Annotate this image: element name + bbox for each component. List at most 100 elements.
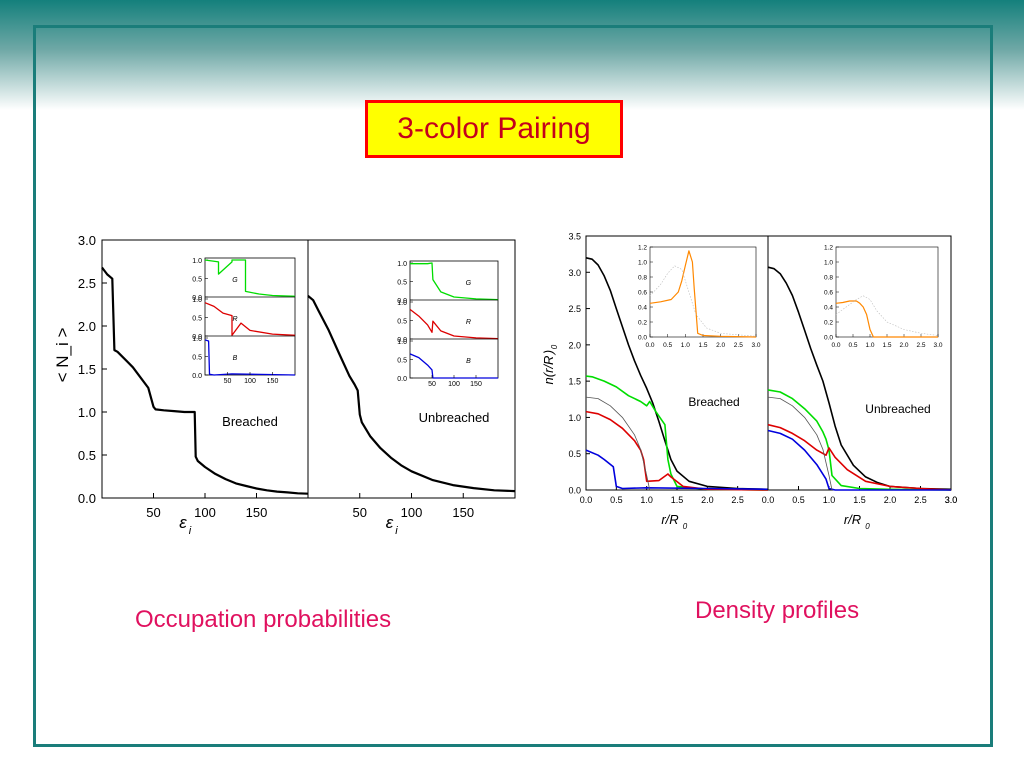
inset-label-R: R bbox=[466, 319, 471, 326]
inset-x-tick-label: 150 bbox=[267, 378, 279, 385]
inset-label-R: R bbox=[232, 316, 237, 323]
x-tick-label: 50 bbox=[353, 505, 367, 520]
inset-density-line bbox=[835, 300, 938, 338]
y-axis-label: < N_i > bbox=[53, 328, 72, 383]
inset-y-tick-label: 1.0 bbox=[638, 260, 647, 267]
y-tick-label: 1.5 bbox=[568, 377, 581, 387]
inset-density-line bbox=[835, 295, 939, 336]
caption-density: Density profiles bbox=[695, 597, 860, 624]
occupation-line bbox=[101, 266, 309, 495]
panel-label-breached: Breached bbox=[688, 395, 739, 409]
inset-x-tick-label: 50 bbox=[428, 381, 436, 388]
x-tick-label: 3.0 bbox=[945, 495, 958, 505]
inset-x-tick-label: 150 bbox=[470, 381, 482, 388]
inset-density-line bbox=[649, 265, 757, 337]
inset-x-tick-label: 0.5 bbox=[848, 342, 857, 349]
y-axis-label: n(r/R bbox=[541, 356, 556, 385]
inset-y-tick-label: 0.8 bbox=[638, 275, 647, 282]
density-line bbox=[767, 389, 952, 491]
inset-y-tick-label: 1.0 bbox=[397, 300, 407, 307]
y-tick-label: 1.0 bbox=[568, 413, 581, 423]
y-axis-label-close: ) bbox=[541, 350, 556, 356]
inset-x-tick-label: 2.5 bbox=[734, 342, 743, 349]
density-line bbox=[585, 410, 769, 491]
slide-title: 3-color Pairing bbox=[365, 100, 623, 158]
x-tick-label: 150 bbox=[246, 505, 268, 520]
x-tick-label: 0.5 bbox=[792, 495, 805, 505]
occupation-line bbox=[307, 295, 516, 493]
y-tick-label: 1.0 bbox=[78, 405, 96, 420]
density-line bbox=[767, 429, 951, 491]
inset-x-tick-label: 0.0 bbox=[831, 342, 840, 349]
inset-label-B: B bbox=[233, 355, 238, 362]
x-axis-label-sub: 0 bbox=[865, 522, 870, 531]
x-tick-label: 1.0 bbox=[823, 495, 836, 505]
x-axis-label-sub: i bbox=[395, 525, 398, 537]
y-tick-label: 1.5 bbox=[78, 362, 96, 377]
inset-y-tick-label: 1.0 bbox=[397, 339, 407, 346]
density-line bbox=[585, 396, 651, 491]
inset-y-tick-label: 1.0 bbox=[192, 336, 202, 343]
inset-x-tick-label: 50 bbox=[224, 378, 232, 385]
y-tick-label: 2.5 bbox=[568, 304, 581, 314]
y-tick-label: 3.5 bbox=[568, 232, 581, 242]
x-axis-label-sub: i bbox=[189, 525, 192, 537]
x-axis-label-sub: 0 bbox=[683, 522, 688, 531]
density-line bbox=[767, 396, 833, 491]
panel-label-unbreached: Unbreached bbox=[419, 410, 490, 425]
x-tick-label: 1.5 bbox=[853, 495, 866, 505]
y-tick-label: 0.0 bbox=[568, 486, 581, 496]
inset-y-tick-label: 0.4 bbox=[824, 305, 833, 312]
inset-y-tick-label: 0.8 bbox=[824, 275, 833, 282]
inset-y-tick-label: 0.0 bbox=[397, 376, 407, 383]
x-tick-label: 2.0 bbox=[884, 495, 897, 505]
panel-label-breached: Breached bbox=[222, 414, 278, 429]
inset-y-tick-label: 0.5 bbox=[192, 355, 202, 362]
inset-y-tick-label: 0.5 bbox=[397, 280, 407, 287]
inset-y-tick-label: 0.6 bbox=[638, 290, 647, 297]
inset-frame bbox=[409, 260, 499, 379]
inset-y-tick-label: 0.6 bbox=[824, 290, 833, 297]
y-tick-label: 3.0 bbox=[568, 268, 581, 278]
y-tick-label: 3.0 bbox=[78, 233, 96, 248]
x-axis-label: ε bbox=[386, 513, 394, 532]
inset-x-tick-label: 1.5 bbox=[882, 342, 891, 349]
inset-x-tick-label: 1.0 bbox=[681, 342, 690, 349]
inset-y-tick-label: 0.0 bbox=[397, 337, 407, 344]
inset-y-tick-label: 0.0 bbox=[397, 298, 407, 305]
inset-label-G: G bbox=[466, 280, 472, 287]
inset-y-tick-label: 0.0 bbox=[638, 335, 647, 342]
density-line bbox=[767, 266, 952, 491]
inset-x-tick-label: 1.0 bbox=[865, 342, 874, 349]
inset-y-tick-label: 0.5 bbox=[397, 358, 407, 365]
inset-frame bbox=[649, 246, 757, 338]
x-tick-label: 1.0 bbox=[640, 495, 653, 505]
x-axis-label: ε bbox=[179, 513, 187, 532]
inset-y-tick-label: 1.0 bbox=[192, 258, 202, 265]
inset-y-tick-label: 1.2 bbox=[638, 245, 647, 252]
inset-frame bbox=[835, 246, 939, 338]
inset-frame bbox=[204, 257, 296, 376]
y-tick-label: 2.0 bbox=[568, 340, 581, 350]
inset-y-tick-label: 1.0 bbox=[824, 260, 833, 267]
inset-line-B bbox=[204, 339, 296, 376]
density-line bbox=[585, 257, 769, 491]
x-tick-label: 2.5 bbox=[914, 495, 927, 505]
x-tick-label: 0.5 bbox=[610, 495, 623, 505]
caption-occupation: Occupation probabilities bbox=[135, 606, 392, 633]
y-axis-label-sub: 0 bbox=[550, 344, 559, 349]
y-tick-label: 0.0 bbox=[78, 491, 96, 506]
x-tick-label: 0.0 bbox=[580, 495, 593, 505]
y-tick-label: 0.5 bbox=[78, 448, 96, 463]
inset-y-tick-label: 0.5 bbox=[192, 277, 202, 284]
header-gradient bbox=[0, 0, 1024, 110]
inset-y-tick-label: 1.0 bbox=[397, 261, 407, 268]
inset-x-tick-label: 1.5 bbox=[698, 342, 707, 349]
density-line bbox=[767, 423, 952, 491]
x-tick-label: 2.0 bbox=[701, 495, 714, 505]
y-tick-label: 2.5 bbox=[78, 276, 96, 291]
inset-y-tick-label: 0.0 bbox=[192, 334, 202, 341]
inset-y-tick-label: 0.0 bbox=[192, 373, 202, 380]
x-tick-label: 100 bbox=[194, 505, 216, 520]
slide-title-text: 3-color Pairing bbox=[397, 112, 591, 145]
